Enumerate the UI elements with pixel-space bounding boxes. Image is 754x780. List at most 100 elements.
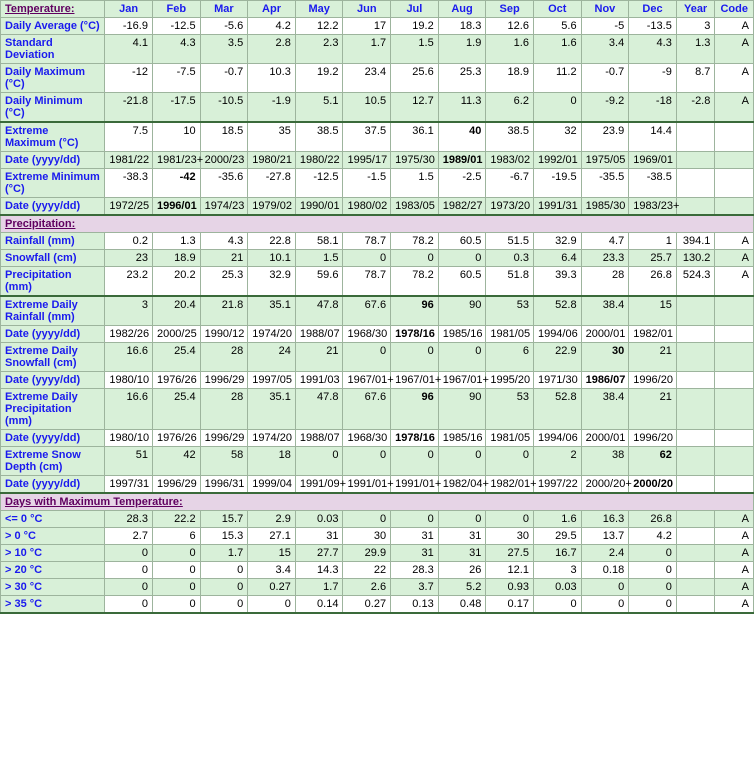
cell: 23.2 [105, 267, 153, 297]
cell [676, 562, 715, 579]
cell: 38.5 [295, 122, 343, 152]
table-row: > 35 °C00000.140.270.130.480.17000A [1, 596, 754, 614]
cell: 18.9 [486, 64, 534, 93]
cell: 1.6 [533, 511, 581, 528]
row-label: <= 0 °C [1, 511, 105, 528]
cell: 3.7 [391, 579, 439, 596]
cell: 31 [295, 528, 343, 545]
cell: 36.1 [391, 122, 439, 152]
cell: 0 [343, 250, 391, 267]
cell: 1 [629, 233, 677, 250]
cell: A [715, 545, 754, 562]
cell: 28.3 [391, 562, 439, 579]
cell: 1978/16 [391, 430, 439, 447]
cell [676, 476, 715, 494]
col-jun: Jun [343, 1, 391, 18]
cell: 60.5 [438, 233, 486, 250]
cell: 2.4 [581, 545, 629, 562]
cell: 2000/23 [200, 152, 248, 169]
cell: 0 [391, 447, 439, 476]
cell [676, 296, 715, 326]
cell: 16.6 [105, 389, 153, 430]
table-row: Standard Deviation4.14.33.52.82.31.71.51… [1, 35, 754, 64]
cell: 12.6 [486, 18, 534, 35]
cell: 1971/30 [533, 372, 581, 389]
cell: 4.3 [629, 35, 677, 64]
cell: 16.7 [533, 545, 581, 562]
cell: 10.3 [248, 64, 296, 93]
cell: A [715, 596, 754, 614]
row-label: Extreme Daily Precipitation (mm) [1, 389, 105, 430]
cell: 37.5 [343, 122, 391, 152]
col-feb: Feb [152, 1, 200, 18]
cell: A [715, 267, 754, 297]
col-code: Code [715, 1, 754, 18]
cell: A [715, 35, 754, 64]
cell [715, 389, 754, 430]
row-label: > 35 °C [1, 596, 105, 614]
cell: 1.3 [152, 233, 200, 250]
cell [715, 169, 754, 198]
cell: 0 [200, 562, 248, 579]
row-label: > 30 °C [1, 579, 105, 596]
cell: 67.6 [343, 296, 391, 326]
table-row: Daily Average (°C)-16.9-12.5-5.64.212.21… [1, 18, 754, 35]
cell: 1991/01+ [343, 476, 391, 494]
cell: 11.3 [438, 93, 486, 123]
cell: 20.2 [152, 267, 200, 297]
col-sep: Sep [486, 1, 534, 18]
table-row: > 20 °C0003.414.32228.32612.130.180A [1, 562, 754, 579]
cell: 1991/03 [295, 372, 343, 389]
cell: 15 [248, 545, 296, 562]
cell: A [715, 250, 754, 267]
cell: 0 [629, 562, 677, 579]
row-label: Precipitation (mm) [1, 267, 105, 297]
cell [715, 122, 754, 152]
cell: A [715, 511, 754, 528]
cell: 59.6 [295, 267, 343, 297]
cell: 1995/17 [343, 152, 391, 169]
cell: 2000/25 [152, 326, 200, 343]
table-row: Extreme Maximum (°C)7.51018.53538.537.53… [1, 122, 754, 152]
row-label: Standard Deviation [1, 35, 105, 64]
cell: -9 [629, 64, 677, 93]
cell: 4.3 [200, 233, 248, 250]
cell: 1996/29 [200, 430, 248, 447]
cell: -2.8 [676, 93, 715, 123]
cell: 1.6 [533, 35, 581, 64]
cell: 31 [438, 545, 486, 562]
cell: 0 [486, 447, 534, 476]
cell: 4.7 [581, 233, 629, 250]
cell: 1988/07 [295, 326, 343, 343]
cell: 0 [343, 447, 391, 476]
cell: 0.13 [391, 596, 439, 614]
cell: 1979/02 [248, 198, 296, 216]
cell: 25.7 [629, 250, 677, 267]
cell: 1996/31 [200, 476, 248, 494]
cell: -35.5 [581, 169, 629, 198]
table-row: Precipitation (mm)23.220.225.332.959.678… [1, 267, 754, 297]
cell: 22 [343, 562, 391, 579]
cell [676, 152, 715, 169]
cell [676, 326, 715, 343]
cell: 51 [105, 447, 153, 476]
cell: -12 [105, 64, 153, 93]
cell: -12.5 [152, 18, 200, 35]
cell: 12.7 [391, 93, 439, 123]
cell: 20.4 [152, 296, 200, 326]
cell: 35.1 [248, 296, 296, 326]
cell: 0 [438, 447, 486, 476]
cell: 67.6 [343, 389, 391, 430]
cell: 23.3 [581, 250, 629, 267]
row-label: Extreme Minimum (°C) [1, 169, 105, 198]
cell: 0 [581, 579, 629, 596]
cell [715, 447, 754, 476]
climate-table: Temperature:JanFebMarAprMayJunJulAugSepO… [0, 0, 754, 614]
cell: 1991/09+ [295, 476, 343, 494]
table-row: > 30 °C0000.271.72.63.75.20.930.0300A [1, 579, 754, 596]
cell: 40 [438, 122, 486, 152]
cell: 1996/20 [629, 430, 677, 447]
cell: 25.4 [152, 389, 200, 430]
tbody-section-2: <= 0 °C28.322.215.72.90.0300001.616.326.… [1, 511, 754, 614]
cell: -35.6 [200, 169, 248, 198]
